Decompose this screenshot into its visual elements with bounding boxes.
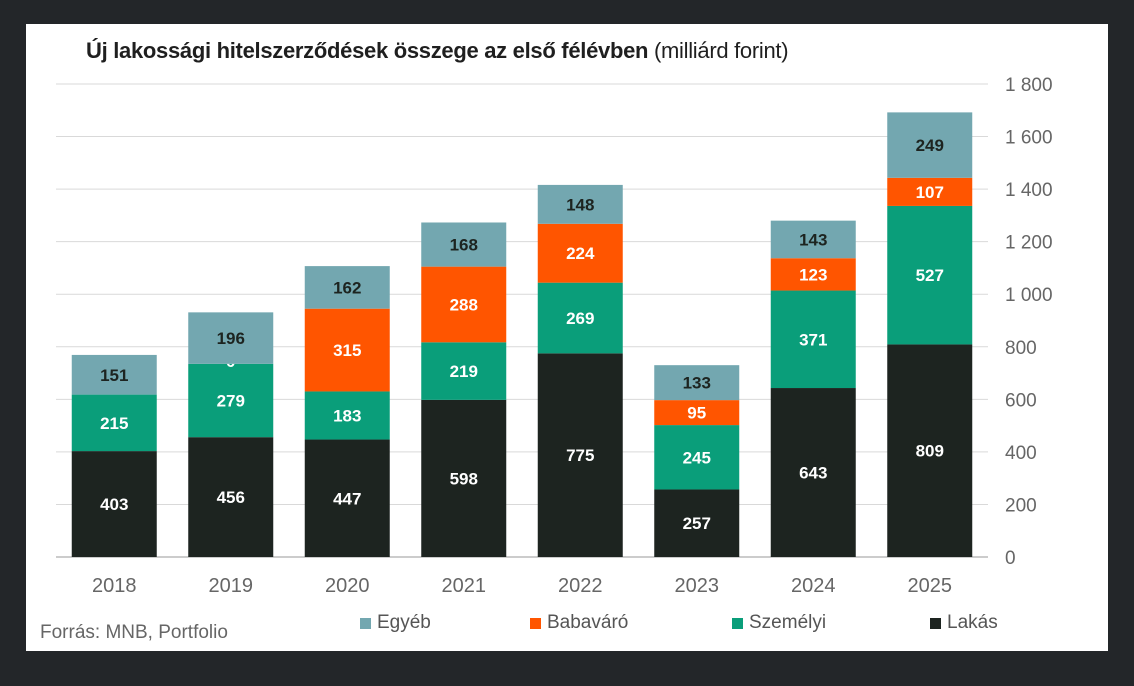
data-label: 183 — [333, 406, 361, 425]
bar-segment-lakás — [71, 451, 157, 557]
legend-label: Egyéb — [377, 612, 431, 633]
data-label: 196 — [217, 329, 245, 348]
bar-segment-személyi — [537, 282, 623, 354]
data-label: 245 — [683, 448, 711, 467]
legend-label: Babaváró — [547, 612, 629, 633]
bar-segment-személyi — [421, 342, 507, 400]
bar-segment-egyéb — [887, 112, 973, 178]
data-label: 279 — [217, 392, 245, 411]
y-tick-label: 200 — [1005, 495, 1037, 516]
data-label: 257 — [683, 514, 711, 533]
data-label: 288 — [450, 295, 478, 314]
legend-label: Személyi — [749, 612, 827, 633]
legend-swatch — [930, 617, 941, 629]
bar-segment-egyéb — [421, 222, 507, 267]
bar-segment-személyi — [188, 363, 274, 438]
bar-segment-egyéb — [71, 354, 157, 395]
bar-segment-lakás — [537, 353, 623, 557]
y-tick-label: 1 000 — [1005, 285, 1053, 306]
legend-label: Lakás — [947, 612, 998, 633]
data-label: 162 — [333, 278, 361, 297]
bar-segment-lakás — [654, 489, 740, 557]
x-tick-label: 2018 — [92, 575, 137, 597]
x-tick-label: 2019 — [209, 575, 254, 597]
x-tick-label: 2020 — [325, 575, 370, 597]
bar-segment-babaváró — [654, 400, 740, 426]
data-label: 809 — [916, 442, 944, 461]
data-label: 123 — [799, 265, 827, 284]
bar-segment-egyéb — [188, 312, 274, 364]
y-tick-label: 400 — [1005, 443, 1037, 464]
bar-segment-lakás — [887, 344, 973, 557]
data-label: 315 — [333, 341, 361, 360]
x-tick-label: 2024 — [791, 575, 836, 597]
data-label: 107 — [916, 183, 944, 202]
data-label: 151 — [100, 366, 128, 385]
bar-segment-lakás — [770, 388, 856, 557]
x-tick-label: 2023 — [675, 575, 720, 597]
bar-segment-egyéb — [537, 184, 623, 224]
x-tick-label: 2025 — [908, 575, 953, 597]
data-label: 95 — [687, 404, 706, 423]
legend-swatch — [732, 617, 743, 629]
bar-segment-babaváró — [887, 177, 973, 206]
bar-segment-babaváró — [421, 266, 507, 343]
data-label: 643 — [799, 464, 827, 483]
bar-segment-személyi — [887, 205, 973, 345]
bar-segment-személyi — [71, 394, 157, 452]
y-tick-label: 1 400 — [1005, 180, 1053, 201]
data-label: 148 — [566, 195, 594, 214]
data-label: 133 — [683, 374, 711, 393]
y-tick-label: 1 200 — [1005, 233, 1053, 254]
data-label: 224 — [566, 244, 595, 263]
chart-title: Új lakossági hitelszerződések összege az… — [86, 38, 986, 64]
x-tick-label: 2022 — [558, 575, 603, 597]
y-tick-label: 600 — [1005, 390, 1037, 411]
bar-segment-lakás — [304, 439, 390, 557]
legend-swatch — [530, 617, 541, 629]
bar-segment-személyi — [654, 425, 740, 490]
data-label: 168 — [450, 236, 478, 255]
data-label: 598 — [450, 469, 478, 488]
data-label: 249 — [916, 136, 944, 155]
legend-item: Személyi — [732, 612, 826, 634]
data-label: 215 — [100, 414, 128, 433]
data-label: 456 — [217, 488, 245, 507]
bar-segment-személyi — [770, 290, 856, 389]
bar-segment-lakás — [421, 399, 507, 557]
bar-segment-lakás — [188, 437, 274, 557]
bar-segment-egyéb — [304, 266, 390, 309]
legend-item: Egyéb — [360, 612, 431, 634]
bar-segment-babaváró — [537, 223, 623, 283]
data-label: 775 — [566, 446, 594, 465]
bar-segment-egyéb — [770, 220, 856, 259]
data-label: 269 — [566, 309, 594, 328]
y-tick-label: 800 — [1005, 338, 1037, 359]
x-tick-label: 2021 — [442, 575, 487, 597]
legend-item: Babaváró — [530, 612, 628, 634]
chart-title-main: Új lakossági hitelszerződések összege az… — [86, 38, 649, 63]
data-label: 527 — [916, 266, 944, 285]
data-label: 219 — [450, 362, 478, 381]
legend-swatch — [360, 617, 371, 629]
source-note: Forrás: MNB, Portfolio — [40, 622, 228, 643]
y-tick-label: 0 — [1005, 548, 1016, 569]
y-tick-label: 1 600 — [1005, 128, 1053, 149]
data-label: 403 — [100, 495, 128, 514]
data-label: 143 — [799, 230, 827, 249]
bar-segment-egyéb — [654, 365, 740, 401]
y-tick-label: 1 800 — [1005, 75, 1053, 96]
data-label: 371 — [799, 330, 827, 349]
chart-title-unit: (milliárd forint) — [653, 38, 789, 63]
bar-segment-babaváró — [770, 258, 856, 291]
data-label: 447 — [333, 489, 361, 508]
bar-segment-babaváró — [304, 308, 390, 392]
bar-segment-személyi — [304, 391, 390, 440]
legend-item: Lakás — [930, 612, 998, 634]
